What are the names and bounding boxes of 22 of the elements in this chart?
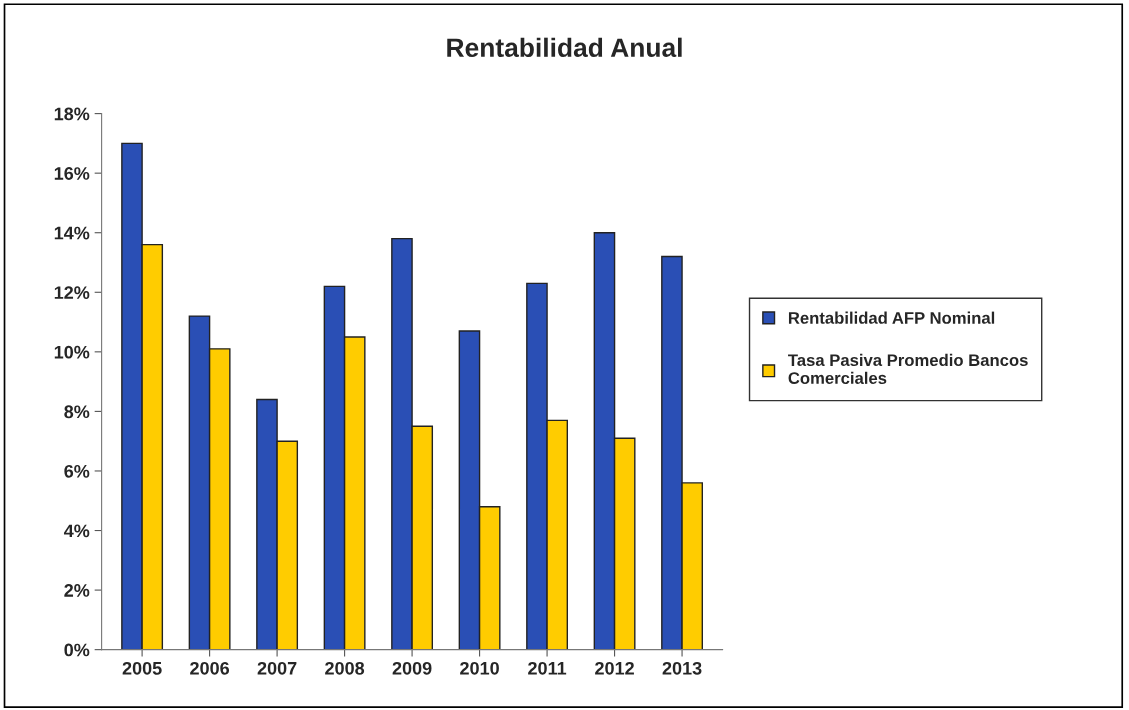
x-tick-label: 2009 [392, 661, 432, 675]
y-tick-label: 8% [64, 405, 90, 419]
x-tick-label: 2012 [595, 661, 634, 675]
x-tick-label: 2008 [325, 661, 365, 675]
legend-label: Tasa Pasiva Promedio Bancos Comerciales [788, 353, 1028, 385]
y-tick-label: 18% [54, 107, 90, 121]
x-tick-label: 2013 [662, 661, 702, 675]
y-tick-label: 0% [64, 643, 90, 657]
x-tick-label: 2005 [122, 661, 162, 675]
x-tick-label: 2006 [190, 661, 230, 675]
x-tick-label: 2007 [257, 661, 297, 675]
y-tick-label: 2% [64, 584, 90, 597]
y-tick-label: 10% [54, 345, 90, 359]
y-tick-label: 14% [54, 226, 90, 240]
y-tick-label: 12% [54, 286, 90, 299]
legend-label: Rentabilidad AFP Nominal [788, 311, 995, 324]
chart-title: Rentabilidad Anual [447, 37, 682, 58]
y-tick-label: 6% [64, 464, 90, 478]
y-tick-label: 4% [63, 524, 90, 538]
x-tick-label: 2011 [528, 661, 567, 675]
x-tick-label: 2010 [460, 661, 499, 675]
y-tick-label: 16% [54, 167, 90, 180]
